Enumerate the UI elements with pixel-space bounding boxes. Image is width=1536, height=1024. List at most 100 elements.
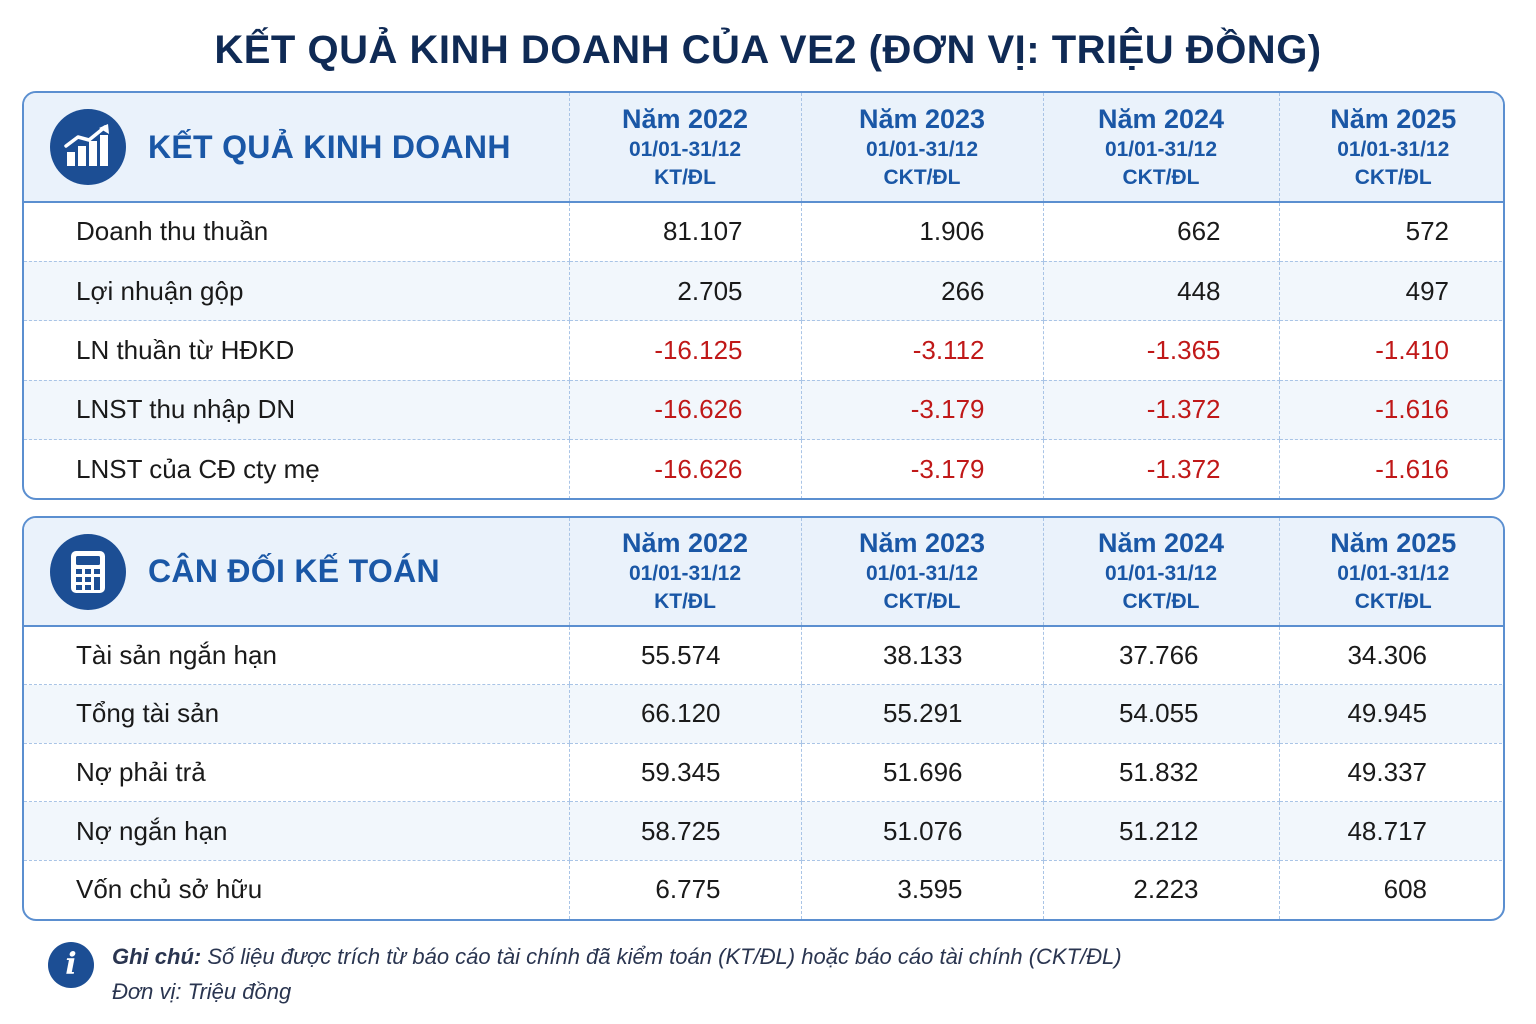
table-header-row: KẾT QUẢ KINH DOANH Năm 2022 01/01-31/12 … [24,93,1503,203]
column-header: Năm 2023 01/01-31/12 CKT/ĐL [800,518,1043,627]
column-header: Năm 2023 01/01-31/12 CKT/ĐL [800,93,1043,203]
row-label: Tổng tài sản [24,684,569,744]
row-label: Vốn chủ sở hữu [76,874,263,905]
table-row: Lợi nhuận gộp 2.705 266 448 497 [24,261,1503,322]
table-header-row: CÂN ĐỐI KẾ TOÁN Năm 2022 01/01-31/12 KT/… [24,518,1503,627]
table-row: LN thuần từ HĐKD -16.125 -3.112 -1.365 -… [24,320,1503,381]
section-header: CÂN ĐỐI KẾ TOÁN [24,518,569,627]
row-label: Nợ ngắn hạn [24,801,569,861]
footnote-label: Ghi chú: [112,944,202,969]
value-cell: 38.133 [800,626,1043,686]
column-header: Năm 2025 01/01-31/12 CKT/ĐL [1278,518,1503,627]
bar-chart-growth-icon [50,109,126,185]
column-audit-status: CKT/ĐL [1354,165,1432,189]
section-header: KẾT QUẢ KINH DOANH [24,93,569,203]
income-statement-table: KẾT QUẢ KINH DOANH Năm 2022 01/01-31/12 … [24,93,1503,498]
table-row: Tổng tài sản 66.120 55.291 54.055 49.945 [24,684,1503,744]
value-cell: 497 [1278,261,1503,322]
column-header: Năm 2025 01/01-31/12 CKT/ĐL [1278,93,1503,203]
value-cell: 51.832 [1042,743,1279,803]
value-cell: 266 [800,261,1043,322]
footnote: i Ghi chú: Số liệu được trích từ báo cáo… [48,938,1448,1010]
column-period: 01/01-31/12 [628,562,742,585]
value-cell: 34.306 [1278,626,1503,686]
column-header: Năm 2022 01/01-31/12 KT/ĐL [568,518,801,627]
column-audit-status: CKT/ĐL [883,165,961,189]
column-period: 01/01-31/12 [1104,562,1218,585]
value-cell: 49.945 [1278,684,1503,744]
column-period: 01/01-31/12 [628,137,742,161]
value-cell: 55.574 [568,626,801,686]
column-audit-status: CKT/ĐL [883,590,961,613]
calculator-icon [50,533,126,610]
table-row: Vốn chủ sở hữu 6.775 3.595 2.223 608 [24,860,1503,919]
balance-sheet-table: CÂN ĐỐI KẾ TOÁN Năm 2022 01/01-31/12 KT/… [24,518,1503,919]
column-year: Năm 2025 [1330,528,1457,558]
value-cell: 37.766 [1042,626,1279,686]
value-cell: -3.179 [800,380,1043,441]
column-header: Năm 2022 01/01-31/12 KT/ĐL [568,93,801,203]
value-cell: 59.345 [568,743,801,803]
value-cell: 608 [1278,860,1503,919]
column-year: Năm 2023 [858,103,986,134]
table-row: LNST của CĐ cty mẹ -16.626 -3.179 -1.372… [24,439,1503,498]
value-cell: 48.717 [1278,801,1503,861]
row-label: Doanh thu thuần [24,202,569,262]
value-cell: -16.626 [568,439,801,498]
page-title: KẾT QUẢ KINH DOANH CỦA VE2 (ĐƠN VỊ: TRIỆ… [214,28,1322,72]
value-cell: -16.626 [568,380,801,441]
row-label: LNST của CĐ cty mẹ [76,454,320,484]
table-row: LNST thu nhập DN -16.626 -3.179 -1.372 -… [24,380,1503,441]
value-cell: 448 [1042,261,1279,322]
value-cell: 49.337 [1278,743,1503,803]
table-row: Tài sản ngắn hạn 55.574 38.133 37.766 34… [24,626,1503,686]
value-cell: 2.223 [1042,860,1279,919]
column-year: Năm 2024 [1097,528,1225,558]
column-year: Năm 2023 [858,528,986,558]
column-audit-status: KT/ĐL [654,590,716,613]
column-year: Năm 2022 [621,528,749,558]
column-audit-status: CKT/ĐL [1354,590,1432,613]
value-cell: 6.775 [568,860,801,919]
column-audit-status: CKT/ĐL [1122,590,1200,613]
value-cell: 58.725 [568,801,801,861]
column-period: 01/01-31/12 [865,562,979,585]
value-cell: -1.616 [1278,439,1503,498]
value-cell: 55.291 [800,684,1043,744]
section-title: KẾT QUẢ KINH DOANH [148,128,511,165]
section-title: CÂN ĐỐI KẾ TOÁN [148,553,440,589]
footnote-unit: Đơn vị: Triệu đồng [112,979,292,1004]
column-year: Năm 2024 [1097,103,1225,134]
row-label: Tài sản ngắn hạn [24,626,569,686]
value-cell: -3.179 [800,439,1043,498]
value-cell: -1.616 [1278,380,1503,441]
row-label: Nợ phải trả [24,743,569,803]
column-audit-status: KT/ĐL [654,165,716,189]
value-cell: 572 [1278,202,1503,262]
value-cell: 3.595 [800,860,1043,919]
table-row: Doanh thu thuần 81.107 1.906 662 572 [24,202,1503,262]
value-cell: 81.107 [568,202,801,262]
column-period: 01/01-31/12 [1337,137,1450,161]
column-period: 01/01-31/12 [865,137,979,161]
balance-sheet-panel: CÂN ĐỐI KẾ TOÁN Năm 2022 01/01-31/12 KT/… [22,516,1505,921]
footnote-text: Ghi chú: Số liệu được trích từ báo cáo t… [112,944,1122,970]
value-cell: 1.906 [800,202,1043,262]
column-audit-status: CKT/ĐL [1122,165,1200,189]
value-cell: 51.696 [800,743,1043,803]
column-header: Năm 2024 01/01-31/12 CKT/ĐL [1042,93,1279,203]
row-label: LN thuần từ HĐKD [24,320,569,381]
table-row: Nợ phải trả 59.345 51.696 51.832 49.337 [24,743,1503,803]
value-cell: 54.055 [1042,684,1279,744]
row-label: Lợi nhuận gộp [24,261,569,322]
info-icon: i [48,942,94,988]
income-statement-panel: KẾT QUẢ KINH DOANH Năm 2022 01/01-31/12 … [22,91,1505,500]
table-row: Nợ ngắn hạn 58.725 51.076 51.212 48.717 [24,801,1503,861]
value-cell: -3.112 [800,320,1043,381]
value-cell: -1.372 [1042,380,1279,441]
value-cell: 662 [1042,202,1279,262]
column-header: Năm 2024 01/01-31/12 CKT/ĐL [1042,518,1279,627]
value-cell: 2.705 [568,261,801,322]
column-period: 01/01-31/12 [1337,562,1450,585]
column-period: 01/01-31/12 [1104,137,1218,161]
